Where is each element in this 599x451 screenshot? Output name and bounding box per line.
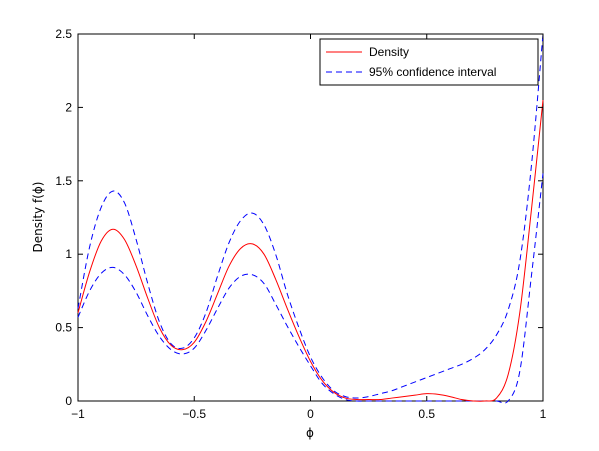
series-ci-upper-line <box>77 33 544 399</box>
x-tick-label: −1 <box>71 407 85 421</box>
legend-label-density: Density <box>369 45 409 59</box>
ticks-layer: −1 −0.5 0 0.5 1 0 0.5 1 1.5 2 2.5 <box>55 27 546 421</box>
y-tick-label: 2.5 <box>55 27 72 41</box>
x-tick-label: 0.5 <box>418 407 435 421</box>
x-axis-label: ϕ <box>306 426 314 440</box>
y-tick-label: 1 <box>65 247 72 261</box>
legend-label-interval: 95% confidence interval <box>369 65 496 79</box>
legend: Density 95% confidence interval <box>319 38 539 86</box>
plot-area <box>77 33 544 402</box>
legend-box <box>319 38 539 86</box>
y-tick-label: 0 <box>65 394 72 408</box>
y-tick-label: 1.5 <box>55 174 72 188</box>
x-tick-label: 1 <box>540 407 547 421</box>
series-layer <box>77 33 544 404</box>
y-tick-label: 0.5 <box>55 321 72 335</box>
y-axis-label: Density f(ϕ) <box>31 182 45 253</box>
x-tick-label: 0 <box>307 407 314 421</box>
y-tick-label: 2 <box>65 100 72 114</box>
series-density-line <box>77 100 544 402</box>
x-tick-label: −0.5 <box>182 407 206 421</box>
